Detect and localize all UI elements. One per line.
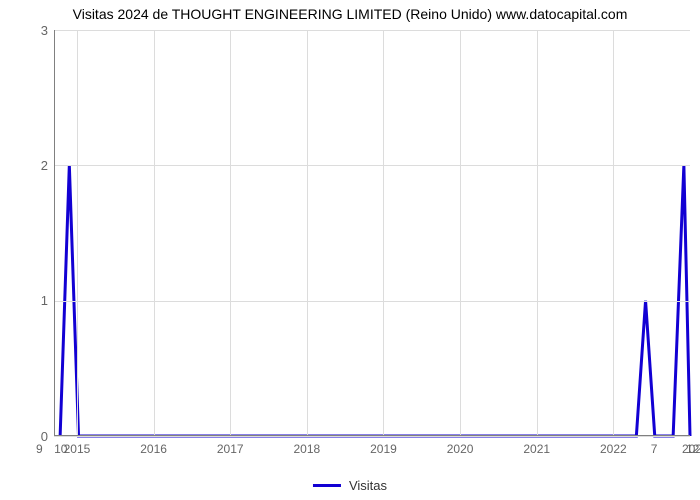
inline-data-label: 10	[54, 442, 67, 456]
y-tick-label: 0	[18, 429, 48, 444]
gridline-vertical	[230, 30, 231, 436]
gridline-vertical	[537, 30, 538, 436]
legend: Visitas	[313, 478, 387, 493]
inline-data-label: 12	[686, 442, 699, 456]
gridline-vertical	[154, 30, 155, 436]
y-tick-label: 2	[18, 158, 48, 173]
x-tick-label: 2022	[600, 442, 627, 456]
gridline-vertical	[307, 30, 308, 436]
y-tick-label: 3	[18, 23, 48, 38]
x-axis-line	[54, 435, 690, 436]
legend-swatch	[313, 484, 341, 487]
y-axis-line	[54, 30, 55, 436]
x-tick-label: 2015	[64, 442, 91, 456]
gridline-vertical	[613, 30, 614, 436]
inline-data-label: 7	[651, 442, 658, 456]
gridline-horizontal	[54, 30, 690, 31]
x-tick-label: 2021	[523, 442, 550, 456]
legend-label: Visitas	[349, 478, 387, 493]
x-tick-label: 2016	[140, 442, 167, 456]
gridline-vertical	[383, 30, 384, 436]
gridline-horizontal	[54, 436, 690, 437]
line-series	[54, 30, 690, 436]
x-tick-label: 2020	[447, 442, 474, 456]
inline-data-label: 9	[36, 442, 43, 456]
y-tick-label: 1	[18, 293, 48, 308]
chart-title: Visitas 2024 de THOUGHT ENGINEERING LIMI…	[0, 6, 700, 22]
chart-container: Visitas 2024 de THOUGHT ENGINEERING LIMI…	[0, 0, 700, 500]
gridline-horizontal	[54, 165, 690, 166]
plot-area	[54, 30, 690, 436]
x-tick-label: 2018	[294, 442, 321, 456]
gridline-horizontal	[54, 301, 690, 302]
gridline-vertical	[77, 30, 78, 436]
x-tick-label: 2017	[217, 442, 244, 456]
x-tick-label: 2019	[370, 442, 397, 456]
gridline-vertical	[460, 30, 461, 436]
